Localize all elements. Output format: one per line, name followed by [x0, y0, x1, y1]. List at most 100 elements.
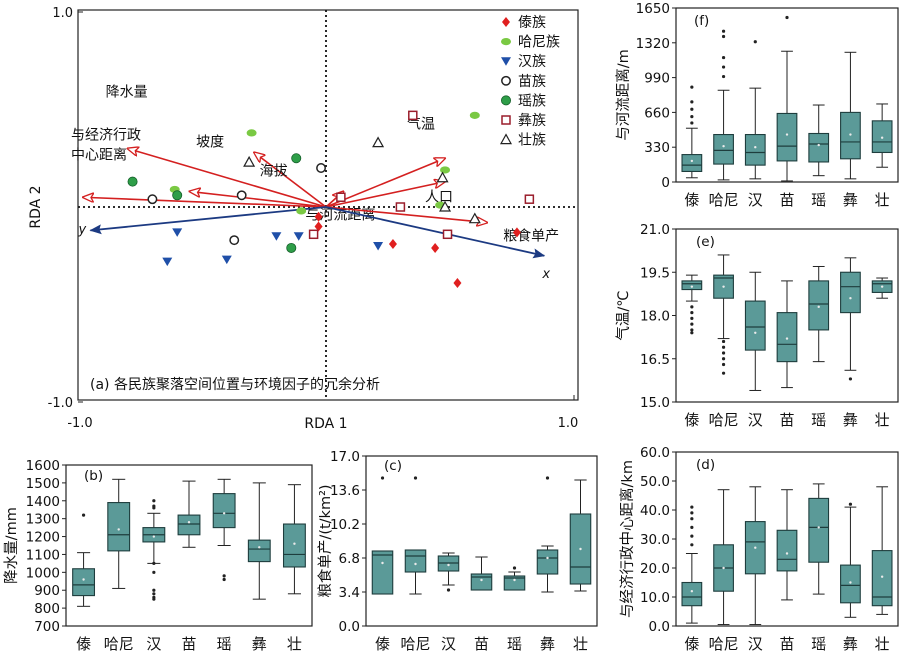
box-汉 [744, 486, 766, 626]
box-mean [785, 133, 789, 136]
y-tick-label: 1650 [636, 1, 670, 17]
box-iqr [177, 514, 201, 536]
x-tick-label: 壮 [287, 635, 302, 653]
box-傣 [681, 274, 703, 335]
y-tick-label: 1200 [26, 530, 60, 546]
x-tick-label: 傣 [684, 191, 699, 209]
y-tick-label: 990 [644, 71, 670, 87]
x-tick-label: 彝 [843, 635, 858, 653]
y-tick-label: 0 [661, 175, 670, 191]
env-vector-0 [128, 149, 327, 208]
outlier [380, 476, 385, 480]
rda-point-汉族 [373, 242, 384, 251]
y-tick-label: 18.0 [640, 309, 670, 325]
outlier [848, 377, 853, 381]
box-mean [849, 297, 852, 300]
outlier [690, 517, 694, 521]
rda-point-瑶族 [127, 176, 138, 187]
rda-point-壮族 [439, 200, 452, 212]
box-iqr [470, 573, 493, 591]
box-mean [817, 143, 820, 147]
box-iqr [776, 112, 798, 162]
rda-point-瑶族 [291, 153, 302, 164]
env-vector-4 [190, 191, 327, 208]
axis-arrow-x [325, 206, 546, 259]
env-vector-1 [254, 152, 327, 208]
box-mean [82, 578, 85, 581]
y-tick-label: 1000 [26, 565, 60, 581]
rda-point-彝族 [442, 229, 453, 240]
panel-label: (d) [696, 457, 715, 473]
box-壮 [282, 484, 306, 595]
x-tick-label: 汉 [441, 635, 456, 653]
legend-marker-瑶族 [500, 95, 511, 106]
outlier [690, 100, 694, 104]
outlier [721, 55, 726, 60]
rda-point-壮族 [436, 171, 449, 183]
box-mean [880, 575, 884, 578]
outlier [721, 339, 726, 344]
y-tick-label: 900 [34, 583, 60, 599]
rda-point-汉族 [172, 228, 183, 237]
box-iqr [840, 564, 861, 604]
axis-arrow-label: y [78, 222, 87, 237]
outlier [690, 505, 694, 509]
box-iqr [282, 523, 306, 568]
legend-label: 瑶族 [518, 93, 546, 109]
env-vector-7 [325, 206, 487, 223]
rda-point-彝族 [524, 194, 535, 204]
outlier [690, 525, 694, 530]
y-tick-label: 800 [34, 601, 60, 617]
box-mean [754, 331, 757, 334]
box-mean [117, 528, 120, 531]
rda-point-傣族 [512, 227, 521, 238]
panel-label: (e) [696, 234, 715, 250]
box-彝 [247, 482, 271, 600]
x-tick-label: 瑶 [811, 191, 826, 209]
box-mean [880, 136, 884, 139]
x-tick-label: 傣 [684, 411, 699, 429]
y-axis-label: 降水量/mm [3, 507, 20, 584]
env-vector-label: 降水量 [106, 85, 148, 101]
box-mean [414, 562, 417, 566]
y-tick-label: 20.0 [640, 561, 670, 577]
rda-point-彝族 [395, 202, 406, 212]
legend-marker-壮族 [499, 133, 513, 145]
box-iqr [247, 539, 271, 563]
x-tick-label: 彝 [843, 411, 858, 429]
outlier [690, 107, 694, 111]
legend-marker-哈尼族 [501, 38, 511, 46]
outlier [152, 588, 156, 592]
box-傣 [681, 505, 703, 624]
panel-label: (c) [384, 458, 402, 474]
box-mean [849, 133, 852, 136]
box-iqr [808, 132, 830, 163]
outlier [690, 543, 694, 547]
y-tick-label: 1400 [26, 494, 60, 510]
box-iqr [212, 493, 236, 529]
x-tick-label: 苗 [181, 635, 196, 653]
box-iqr [371, 550, 394, 595]
box-iqr [808, 280, 830, 331]
box-iqr [808, 497, 830, 563]
box-汉 [142, 499, 166, 601]
outlier [721, 351, 726, 355]
box-傣 [681, 85, 703, 179]
y-tick-label: 10.2 [330, 517, 360, 533]
rda-point-哈尼族 [440, 166, 451, 174]
box-哈尼 [713, 29, 734, 181]
rda-point-壮族 [243, 155, 256, 167]
y-tick-label: 40.0 [640, 503, 670, 519]
x-tick-label: 傣 [684, 635, 699, 653]
outlier [512, 566, 517, 570]
outlier [721, 34, 726, 39]
axis-arrow-label: x [541, 267, 550, 282]
outlier [721, 371, 726, 375]
legend-marker-苗族 [501, 75, 511, 86]
box-彝 [840, 502, 861, 618]
box-壮 [871, 103, 893, 168]
outlier [222, 574, 226, 578]
box-iqr [107, 502, 131, 552]
